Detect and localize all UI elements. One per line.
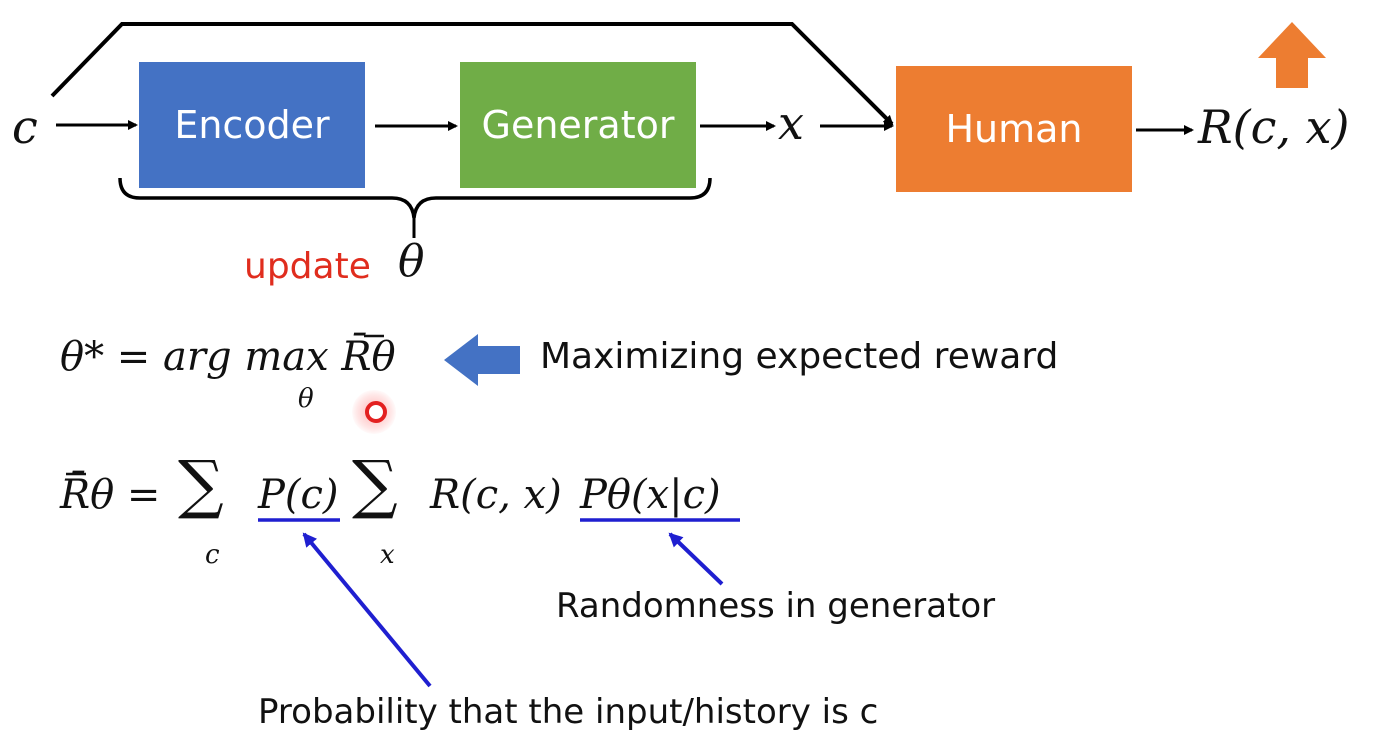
human-label: Human — [945, 107, 1083, 151]
sum-over-x-icon: ∑ — [352, 448, 398, 522]
reward-output: R(c, x) — [1198, 100, 1350, 154]
pointer-dot-icon — [365, 401, 387, 423]
increase-arrow-icon — [1258, 22, 1326, 88]
pointer-to-gen-prob — [668, 532, 724, 586]
generator-label: Generator — [481, 103, 675, 147]
generator-box: Generator — [460, 62, 696, 188]
input-variable: c — [12, 100, 38, 154]
objective-equation: θ* = arg max R̄θ — [60, 334, 396, 380]
input-probability-note: Probability that the input/history is c — [258, 692, 879, 732]
encoder-box: Encoder — [139, 62, 365, 188]
pointer-to-prob-c — [302, 532, 432, 688]
sum-over-c-icon: ∑ — [178, 448, 224, 522]
objective-subscript: θ — [298, 384, 314, 414]
human-box: Human — [896, 66, 1132, 192]
objective-note: Maximizing expected reward — [540, 336, 1059, 377]
update-label: update — [244, 246, 371, 287]
arrow-c-bypass-to-human — [50, 22, 894, 126]
output-variable: x — [778, 96, 804, 150]
sum-over-c-subscript: c — [205, 540, 220, 570]
expected-reward-lhs: R̄θ = — [60, 472, 161, 518]
left-arrow-icon — [444, 334, 520, 386]
generator-randomness-note: Randomness in generator — [556, 586, 996, 626]
theta-label: θ — [398, 236, 425, 287]
reward-term: R(c, x) — [430, 472, 562, 518]
encoder-label: Encoder — [174, 103, 330, 147]
sum-over-x-subscript: x — [380, 540, 395, 570]
generator-probability-term: Pθ(x|c) — [580, 472, 721, 518]
prob-c-term: P(c) — [258, 472, 339, 518]
